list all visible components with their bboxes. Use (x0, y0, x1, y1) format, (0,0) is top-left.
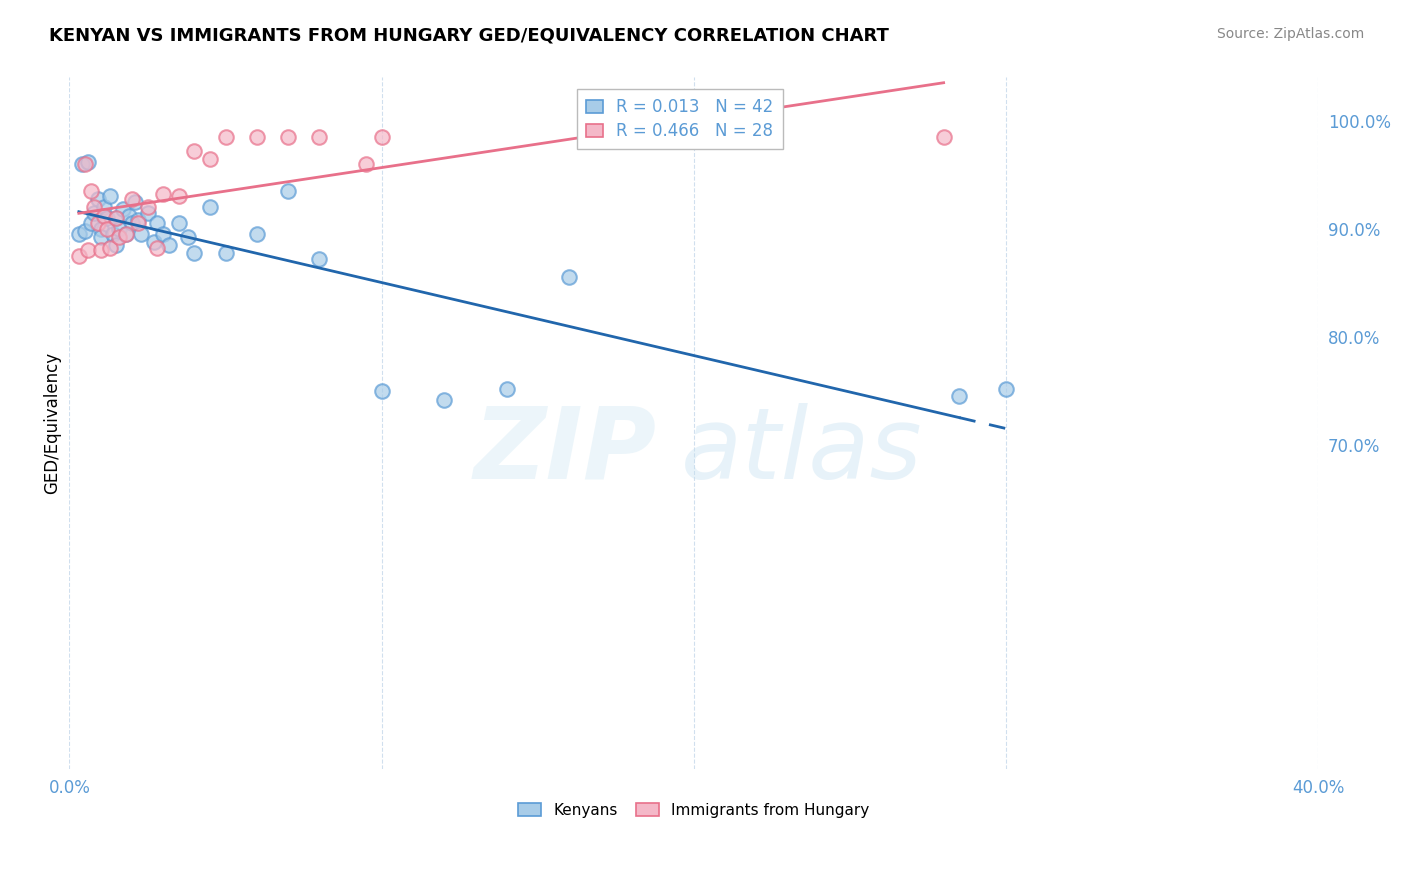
Point (495, 382, 517, 396)
Point (167, 216, 190, 230)
Point (121, 216, 143, 230)
Point (183, 144, 205, 158)
Point (111, 202, 134, 217)
Point (114, 227, 136, 242)
Point (121, 192, 143, 206)
Point (98, 189, 121, 203)
Point (105, 238, 128, 252)
Text: KENYAN VS IMMIGRANTS FROM HUNGARY GED/EQUIVALENCY CORRELATION CHART: KENYAN VS IMMIGRANTS FROM HUNGARY GED/EQ… (49, 27, 889, 45)
Point (370, 384, 392, 398)
Point (83, 205, 105, 219)
Point (108, 230, 131, 244)
Point (558, 270, 581, 285)
Point (127, 216, 149, 230)
Point (308, 129, 330, 144)
Y-axis label: GED/Equivalency: GED/Equivalency (44, 352, 60, 494)
Point (77, 154, 100, 169)
Point (433, 392, 456, 407)
Point (370, 129, 392, 144)
Point (152, 227, 174, 242)
Point (86, 192, 108, 206)
Text: Source: ZipAtlas.com: Source: ZipAtlas.com (1216, 27, 1364, 41)
Point (129, 227, 152, 242)
Point (177, 230, 200, 244)
Point (157, 238, 180, 252)
Text: atlas: atlas (682, 402, 922, 500)
Point (90, 230, 112, 244)
Point (198, 200, 221, 214)
Point (98, 241, 121, 255)
Point (108, 221, 131, 235)
Point (83, 200, 105, 214)
Point (214, 245, 236, 260)
Point (86, 216, 108, 230)
Point (80, 216, 103, 230)
Point (146, 216, 169, 230)
Point (118, 209, 141, 223)
Point (932, 129, 955, 144)
Point (198, 152, 221, 166)
Point (124, 194, 146, 209)
Legend: Kenyans, Immigrants from Hungary: Kenyans, Immigrants from Hungary (512, 797, 876, 824)
Point (127, 213, 149, 227)
Point (96, 221, 118, 235)
Point (90, 221, 112, 235)
Point (90, 244, 112, 258)
Point (80, 184, 103, 198)
Point (101, 227, 124, 242)
Point (136, 200, 159, 214)
Point (246, 227, 269, 242)
Point (142, 235, 165, 249)
Point (277, 129, 299, 144)
Point (105, 211, 128, 225)
Point (277, 184, 299, 198)
Point (246, 129, 269, 144)
Point (214, 129, 236, 144)
Text: ZIP: ZIP (474, 402, 657, 500)
Point (948, 389, 970, 403)
Point (995, 382, 1018, 396)
Point (167, 189, 190, 203)
Point (96, 211, 118, 225)
Point (136, 205, 159, 219)
Point (93, 209, 115, 223)
Point (146, 241, 169, 255)
Point (152, 187, 174, 202)
Point (183, 245, 205, 260)
Point (70, 157, 93, 171)
Point (77, 244, 100, 258)
Point (67, 227, 90, 242)
Point (114, 227, 136, 242)
Point (75, 157, 97, 171)
Point (67, 249, 90, 263)
Point (308, 252, 330, 266)
Point (105, 211, 128, 225)
Point (75, 224, 97, 238)
Point (93, 200, 115, 214)
Point (354, 157, 377, 171)
